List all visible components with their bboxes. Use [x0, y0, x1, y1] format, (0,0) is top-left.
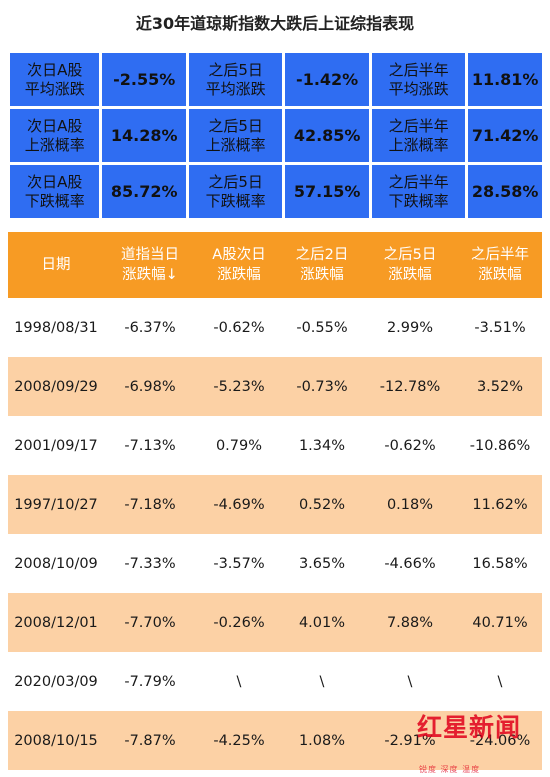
table-cell-value: -2.91%	[384, 732, 436, 749]
table-cell-value: 4.01%	[298, 614, 346, 631]
summary-label: 之后5日 上涨概率	[205, 116, 266, 154]
table-cell-value: 0.18%	[386, 496, 434, 513]
table-cell-value: \	[497, 673, 503, 690]
table-cell-value: -7.13%	[124, 437, 176, 454]
table-cell-date: 2008/10/15	[14, 732, 98, 749]
summary-value: 14.28%	[110, 126, 178, 145]
table-cell-date: 1998/08/31	[14, 319, 98, 336]
summary-label: 之后半年 平均涨跌	[388, 60, 449, 98]
table-cell-value: -0.55%	[296, 319, 348, 336]
summary-value: 57.15%	[293, 182, 361, 201]
table-cell-value: -0.62%	[213, 319, 265, 336]
table-cell-value: 16.58%	[472, 555, 528, 572]
summary-table: 次日A股 平均涨跌 -2.55% 之后5日 平均涨跌 -1.42% 之后半年 平…	[10, 53, 542, 221]
data-table: 日期 道指当日 涨跌幅↓ A股次日 涨跌幅 之后2日 涨跌幅 之后5日 涨跌幅 …	[8, 232, 542, 770]
table-cell-value: 2.99%	[386, 319, 434, 336]
summary-label: 次日A股 平均涨跌	[24, 60, 85, 98]
column-header: A股次日 涨跌幅	[212, 247, 266, 283]
summary-value: -2.55%	[113, 70, 176, 89]
summary-label: 次日A股 上涨概率	[24, 116, 85, 154]
table-cell-value: -3.57%	[213, 555, 265, 572]
column-header: 道指当日 涨跌幅↓	[121, 247, 179, 283]
table-body: 1998/08/31 -6.37% -0.62% -0.55% 2.99% -3.51% 2…	[8, 298, 542, 770]
table-cell-value: -6.98%	[124, 378, 176, 395]
column-header: 日期	[41, 257, 71, 273]
table-cell-value: -7.87%	[124, 732, 176, 749]
table-row: 2008/10/15 -7.87% -4.25% 1.08% -2.91% -24.06%	[8, 711, 542, 770]
table-cell-value: 0.79%	[215, 437, 263, 454]
table-cell-value: -0.62%	[384, 437, 436, 454]
table-cell-value: 1.34%	[298, 437, 346, 454]
table-cell-value: -5.23%	[213, 378, 265, 395]
table-cell-date: 2001/09/17	[14, 437, 98, 454]
table-cell-date: 2008/12/01	[14, 614, 98, 631]
table-cell-value: 7.88%	[386, 614, 434, 631]
table-cell-date: 1997/10/27	[14, 496, 98, 513]
summary-value: 85.72%	[110, 182, 178, 201]
table-cell-value: 1.08%	[298, 732, 346, 749]
table-cell-value: -12.78%	[379, 378, 441, 395]
table-cell-value: -7.79%	[124, 673, 176, 690]
column-header: 之后半年 涨跌幅	[471, 247, 529, 283]
summary-label: 之后半年 上涨概率	[388, 116, 449, 154]
summary-value: 28.58%	[471, 182, 539, 201]
table-row: 1997/10/27 -7.18% -4.69% 0.52% 0.18% 11.62%	[8, 475, 542, 534]
table-row: 2008/09/29 -6.98% -5.23% -0.73% -12.78% 3.52%	[8, 357, 542, 416]
table-header: 日期 道指当日 涨跌幅↓ A股次日 涨跌幅 之后2日 涨跌幅 之后5日 涨跌幅 …	[8, 232, 542, 298]
summary-row-up-prob: 次日A股 上涨概率 14.28% 之后5日 上涨概率 42.85% 之后半年 上…	[10, 109, 542, 162]
table-cell-value: -0.73%	[296, 378, 348, 395]
table-cell-value: 3.65%	[298, 555, 346, 572]
table-cell-value: 0.52%	[298, 496, 346, 513]
table-cell-value: -4.25%	[213, 732, 265, 749]
summary-label: 之后5日 平均涨跌	[205, 60, 266, 98]
table-cell-value: -0.26%	[213, 614, 265, 631]
table-cell-value: 3.52%	[476, 378, 524, 395]
summary-label: 次日A股 下跌概率	[24, 172, 85, 210]
column-header: 之后2日 涨跌幅	[295, 247, 349, 283]
table-cell-value: -3.51%	[474, 319, 526, 336]
table-row: 2020/03/09 -7.79% \ \ \ \	[8, 652, 542, 711]
summary-row-avg: 次日A股 平均涨跌 -2.55% 之后5日 平均涨跌 -1.42% 之后半年 平…	[10, 53, 542, 106]
table-row: 2001/09/17 -7.13% 0.79% 1.34% -0.62% -10.86%	[8, 416, 542, 475]
table-row: 2008/10/09 -7.33% -3.57% 3.65% -4.66% 16.58%	[8, 534, 542, 593]
summary-row-down-prob: 次日A股 下跌概率 85.72% 之后5日 下跌概率 57.15% 之后半年 下…	[10, 165, 542, 218]
table-cell-value: -4.66%	[384, 555, 436, 572]
table-cell-value: 11.62%	[472, 496, 528, 513]
chart-title: 近30年道琼斯指数大跌后上证综指表现	[135, 14, 415, 33]
table-cell-value: \	[407, 673, 413, 690]
summary-value: 11.81%	[471, 70, 539, 89]
table-cell-date: 2008/10/09	[14, 555, 98, 572]
table-cell-value: -4.69%	[213, 496, 265, 513]
table-cell-value: 40.71%	[472, 614, 528, 631]
summary-label: 之后半年 下跌概率	[388, 172, 449, 210]
column-header: 之后5日 涨跌幅	[383, 247, 437, 283]
table-cell-value: -7.18%	[124, 496, 176, 513]
table-cell-value: \	[319, 673, 325, 690]
table-row: 1998/08/31 -6.37% -0.62% -0.55% 2.99% -3.51%	[8, 298, 542, 357]
table-cell-value: \	[236, 673, 242, 690]
table-cell-value: -7.70%	[124, 614, 176, 631]
summary-label: 之后5日 下跌概率	[205, 172, 266, 210]
summary-value: -1.42%	[296, 70, 359, 89]
summary-value: 71.42%	[471, 126, 539, 145]
table-cell-value: -10.86%	[469, 437, 531, 454]
table-cell-value: -7.33%	[124, 555, 176, 572]
table-row: 2008/12/01 -7.70% -0.26% 4.01% 7.88% 40.71%	[8, 593, 542, 652]
table-cell-date: 2020/03/09	[14, 673, 98, 690]
table-cell-value: -6.37%	[124, 319, 176, 336]
summary-value: 42.85%	[293, 126, 361, 145]
table-cell-date: 2008/09/29	[14, 378, 98, 395]
table-cell-value: -24.06%	[469, 732, 531, 749]
